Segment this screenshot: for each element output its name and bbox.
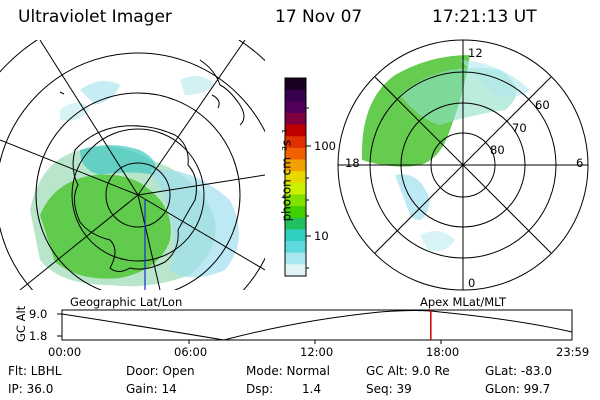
timeline-ytick-high: 9.0	[29, 307, 48, 321]
timeline-xtick-0: 00:00	[48, 345, 82, 359]
instrument-title: Ultraviolet Imager	[18, 7, 172, 27]
status-dsp-label: Dsp:	[246, 382, 274, 396]
colorbar-swatch	[285, 159, 306, 172]
colorbar-swatch	[285, 229, 306, 242]
timeline-ticks	[57, 313, 442, 344]
timeline-ytick-low: 1.8	[29, 329, 48, 343]
timeline-xtick-3: 18:00	[426, 345, 460, 359]
colorbar-swatch	[285, 124, 306, 137]
colorbar-swatch	[285, 241, 306, 254]
mlt-label-0: 0	[468, 276, 476, 290]
mlt-label-6: 6	[576, 156, 584, 170]
timeline-xtick-1: 06:00	[174, 345, 208, 359]
colorbar-unit-label: photon cm⁻²s⁻¹	[279, 128, 294, 222]
colorbar-swatch	[285, 89, 306, 102]
colorbar-swatch	[285, 101, 306, 114]
mlat-label-60: 60	[535, 98, 550, 112]
continent-outline	[72, 125, 197, 272]
right-map-caption: Apex MLat/MLT	[420, 295, 507, 309]
colorbar-swatch	[285, 217, 306, 231]
status-glat: GLat: -83.0	[485, 364, 552, 378]
left-map-caption: Geographic Lat/Lon	[70, 295, 183, 309]
status-door: Door: Open	[126, 364, 195, 378]
left-aurora-emission	[30, 76, 239, 287]
status-flt: Flt: LBHL	[8, 364, 62, 378]
colorbar-swatch	[285, 112, 306, 126]
left-meridians	[0, 40, 265, 290]
date-label: 17 Nov 07	[275, 7, 363, 27]
status-dsp-value: 1.4	[302, 382, 322, 396]
colorbar-ticks	[306, 107, 311, 269]
colorbar-swatch	[285, 206, 306, 219]
colorbar-swatch	[285, 194, 306, 207]
colorbar-swatch	[285, 252, 306, 265]
left-latitude-circles	[0, 40, 265, 290]
colorbar-swatch	[285, 182, 306, 196]
status-mode: Mode: Normal	[246, 364, 330, 378]
colorbar-swatch	[285, 78, 306, 91]
colorbar-tick-10: 10	[314, 229, 329, 243]
colorbar-swatch	[285, 171, 306, 184]
time-label: 17:21:13 UT	[432, 7, 537, 27]
colorbar-swatch	[285, 136, 306, 149]
timeline-ylabel: GC Alt	[14, 305, 28, 342]
timeline-xtick-2: 12:00	[300, 345, 334, 359]
colorbar-swatch	[285, 264, 306, 277]
right-aurora-emission	[361, 55, 530, 252]
mlt-label-12: 12	[468, 46, 483, 60]
status-seq: Seq: 39	[366, 382, 412, 396]
status-gc-alt: GC Alt: 9.0 Re	[366, 364, 450, 378]
timeline-frame	[61, 309, 573, 341]
colorbar	[285, 78, 306, 277]
right-mlt-lines	[338, 40, 588, 290]
colorbar-swatch	[285, 147, 306, 161]
colorbar-frame	[284, 77, 307, 277]
mlat-label-70: 70	[512, 121, 527, 135]
status-glon: GLon: 99.7	[485, 382, 551, 396]
landmass-outline	[199, 59, 245, 126]
mlat-label-80: 80	[490, 143, 505, 157]
status-gain: Gain: 14	[126, 382, 177, 396]
altitude-curve	[61, 310, 573, 341]
colorbar-tick-100: 100	[314, 139, 336, 153]
timeline-xtick-4: 23:59	[556, 345, 590, 359]
status-ip: IP: 36.0	[8, 382, 54, 396]
mlt-label-18: 18	[345, 156, 360, 170]
